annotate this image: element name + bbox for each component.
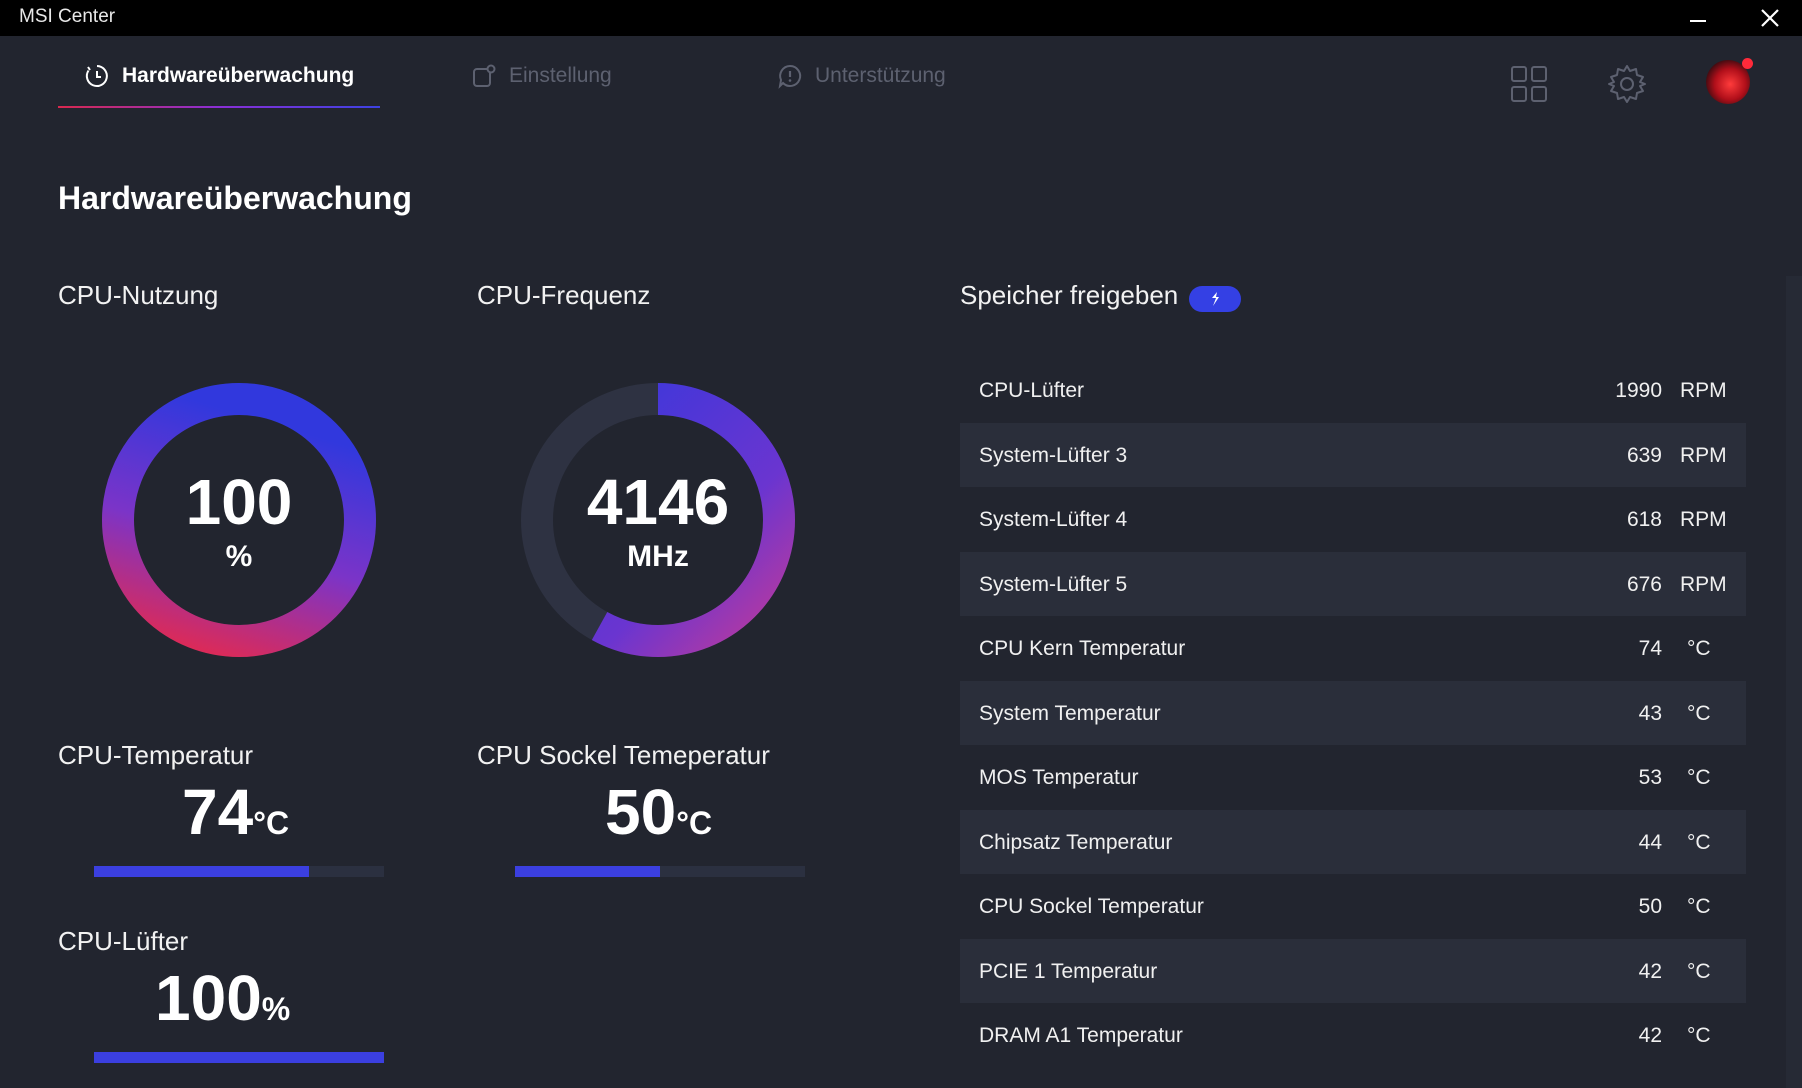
socket-temperature-bar-fill <box>515 866 660 877</box>
sensor-row: Chipsatz Temperatur 44 °C <box>960 809 1746 874</box>
cpu-fan-label: CPU-Lüfter <box>58 926 189 956</box>
title-bar: MSI Center <box>0 0 1802 36</box>
memory-release-button[interactable] <box>1189 286 1241 312</box>
sensor-row: CPU-Lüfter 1990 RPM <box>960 358 1746 423</box>
page-title: Hardwareüberwachung <box>58 180 412 216</box>
sensor-name: System-Lüfter 3 <box>979 443 1128 467</box>
sensor-value: 42 <box>1638 959 1662 983</box>
support-bubble-icon <box>778 64 802 89</box>
gear-icon[interactable] <box>1607 64 1647 104</box>
sensor-row: DRAM A1 Temperatur 42 °C <box>960 1003 1746 1068</box>
socket-temperature-bar <box>515 866 805 877</box>
sensor-unit: °C <box>1687 959 1711 983</box>
cpu-fan-unit: % <box>261 991 291 1027</box>
sensor-row: System-Lüfter 5 676 RPM <box>960 551 1746 616</box>
boost-arrow-icon <box>1212 292 1219 306</box>
tab-label: Unterstützung <box>815 64 946 87</box>
tab-label: Einstellung <box>509 64 612 87</box>
sensor-value: 44 <box>1638 830 1662 854</box>
sensor-value: 43 <box>1638 701 1662 725</box>
cpu-frequency-gauge: 4146 MHz <box>520 382 796 658</box>
cpu-usage-unit: % <box>225 540 253 573</box>
sensor-value: 1990 <box>1615 379 1662 402</box>
cpu-temperature-readout: 74°C <box>182 780 289 844</box>
sensor-row: CPU Sockel Temperatur 50 °C <box>960 874 1746 939</box>
tab-einstellung[interactable]: Einstellung <box>471 58 612 94</box>
sensor-unit: RPM <box>1680 572 1727 596</box>
sensor-unit: °C <box>1687 637 1711 660</box>
sensor-row: System Temperatur 43 °C <box>960 680 1746 745</box>
close-button[interactable] <box>1740 0 1800 36</box>
settings-box-icon <box>473 64 496 87</box>
sensor-value: 639 <box>1626 443 1662 467</box>
sensor-unit: RPM <box>1680 443 1727 467</box>
grid-icon[interactable] <box>1509 64 1549 104</box>
tab-hardwareueberwachung[interactable]: Hardwareüberwachung <box>84 58 354 94</box>
cpu-temperature-value: 74 <box>182 776 254 848</box>
sensor-unit: °C <box>1687 895 1711 918</box>
sensor-unit: °C <box>1687 766 1711 789</box>
sensor-unit: °C <box>1687 830 1711 854</box>
cpu-temperature-bar-fill <box>94 866 309 877</box>
tab-label: Hardwareüberwachung <box>122 64 355 87</box>
cpu-frequency-arc <box>521 383 795 657</box>
sensor-value: 42 <box>1638 1024 1662 1047</box>
cpu-temperature-unit: °C <box>253 805 290 841</box>
sensor-value: 74 <box>1638 637 1662 660</box>
socket-temperature-value: 50 <box>605 776 677 848</box>
app-title: MSI Center <box>19 6 116 27</box>
cpu-usage-label: CPU-Nutzung <box>58 280 219 310</box>
cpu-temperature-bar <box>94 866 384 877</box>
cpu-frequency-unit: MHz <box>627 540 689 573</box>
cpu-temperature-label: CPU-Temperatur <box>58 740 254 770</box>
sensor-name: System Temperatur <box>979 701 1161 725</box>
monitor-clock-icon <box>85 65 108 87</box>
cpu-fan-bar <box>94 1052 384 1063</box>
cpu-usage-gauge: 100 % <box>101 382 377 658</box>
sensor-unit: RPM <box>1680 379 1727 402</box>
sensor-name: Chipsatz Temperatur <box>979 830 1173 854</box>
sensor-row: CPU Kern Temperatur 74 °C <box>960 616 1746 681</box>
sensor-name: System-Lüfter 5 <box>979 572 1128 596</box>
sensor-row: PCIE 1 Temperatur 42 °C <box>960 938 1746 1003</box>
sensor-name: CPU Kern Temperatur <box>979 637 1186 660</box>
sensor-row: System-Lüfter 3 639 RPM <box>960 422 1746 487</box>
cpu-usage-arc <box>102 383 376 657</box>
memory-release-label: Speicher freigeben <box>960 280 1179 310</box>
sensor-list: CPU-Lüfter 1990 RPM System-Lüfter 3 639 RPM Sy… <box>960 358 1746 1068</box>
sensor-value: 50 <box>1638 895 1662 918</box>
cpu-fan-readout: 100% <box>155 966 290 1030</box>
sensor-value: 53 <box>1638 766 1662 789</box>
sensor-name: MOS Temperatur <box>979 766 1139 789</box>
notification-dot <box>1742 58 1753 69</box>
sensor-name: CPU-Lüfter <box>979 379 1085 402</box>
sensor-unit: °C <box>1687 701 1711 725</box>
cpu-frequency-label: CPU-Frequenz <box>477 280 651 310</box>
sensor-row: MOS Temperatur 53 °C <box>960 745 1746 810</box>
socket-temperature-label: CPU Sockel Temeperatur <box>477 740 770 770</box>
minimize-button[interactable] <box>1666 0 1726 36</box>
socket-temperature-readout: 50°C <box>605 780 712 844</box>
sensor-name: PCIE 1 Temperatur <box>979 959 1158 983</box>
sensor-unit: RPM <box>1680 508 1727 531</box>
sensor-name: System-Lüfter 4 <box>979 508 1128 531</box>
sensor-value: 676 <box>1626 572 1662 596</box>
cpu-frequency-value: 4146 <box>586 466 730 538</box>
cpu-usage-value: 100 <box>185 466 293 538</box>
sensor-value: 618 <box>1626 508 1662 531</box>
sensor-row: System-Lüfter 4 618 RPM <box>960 487 1746 552</box>
sensor-name: DRAM A1 Temperatur <box>979 1024 1183 1047</box>
scrollbar[interactable] <box>1786 276 1802 1088</box>
cpu-fan-bar-fill <box>94 1052 384 1063</box>
socket-temperature-unit: °C <box>676 805 713 841</box>
sensor-unit: °C <box>1687 1024 1711 1047</box>
cpu-fan-value: 100 <box>155 962 262 1034</box>
sensor-name: CPU Sockel Temperatur <box>979 895 1204 918</box>
active-tab-indicator <box>58 106 380 108</box>
avatar[interactable] <box>1706 58 1753 104</box>
tab-unterstuetzung[interactable]: Unterstützung <box>777 58 946 94</box>
close-icon <box>1761 9 1779 27</box>
